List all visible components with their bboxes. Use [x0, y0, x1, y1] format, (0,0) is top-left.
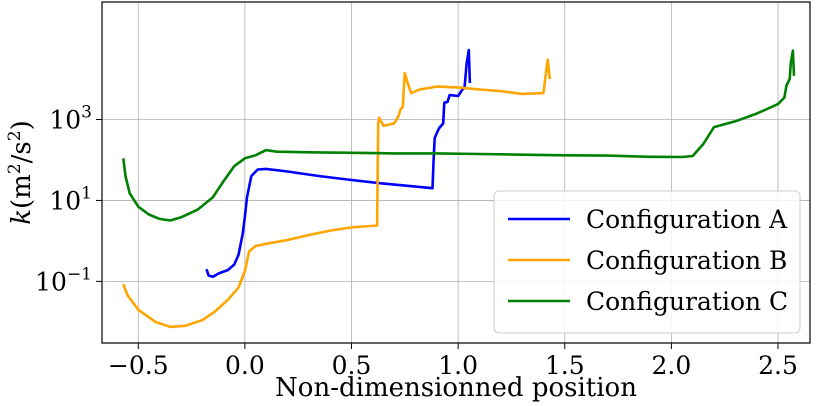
y-axis-label: k(m2/s2) — [5, 120, 37, 225]
x-tick-label: 2.0 — [652, 351, 692, 380]
series-line — [122, 58, 552, 329]
x-tick-label: 1.0 — [438, 351, 478, 380]
legend: Configuration A Configuration B Configurat… — [493, 190, 801, 334]
plot-frame — [101, 1, 811, 344]
x-axis-label: Non-dimensionned position — [275, 373, 637, 403]
x-tick-label: 1.5 — [545, 351, 585, 380]
legend-label: Configuration A — [586, 205, 788, 234]
x-tick-label: 2.5 — [758, 351, 798, 380]
series-line — [205, 48, 472, 279]
x-tick-label: 0.0 — [225, 351, 265, 380]
legend-label: Configuration B — [586, 246, 787, 275]
y-tick-label: 10−1 — [35, 264, 92, 296]
x-tick-label: −0.5 — [108, 351, 169, 380]
y-tick-label: 103 — [49, 102, 92, 134]
series-line — [122, 49, 796, 222]
x-tick-label: 0.5 — [332, 351, 372, 380]
ticks: −0.5 0.0 0.5 1.0 1.5 2.0 2.5 10−1 101 103 — [35, 102, 798, 380]
legend-label: Configuration C — [586, 287, 788, 316]
series-layer — [122, 48, 796, 329]
legend-box — [493, 190, 801, 334]
y-tick-label: 101 — [49, 183, 92, 215]
